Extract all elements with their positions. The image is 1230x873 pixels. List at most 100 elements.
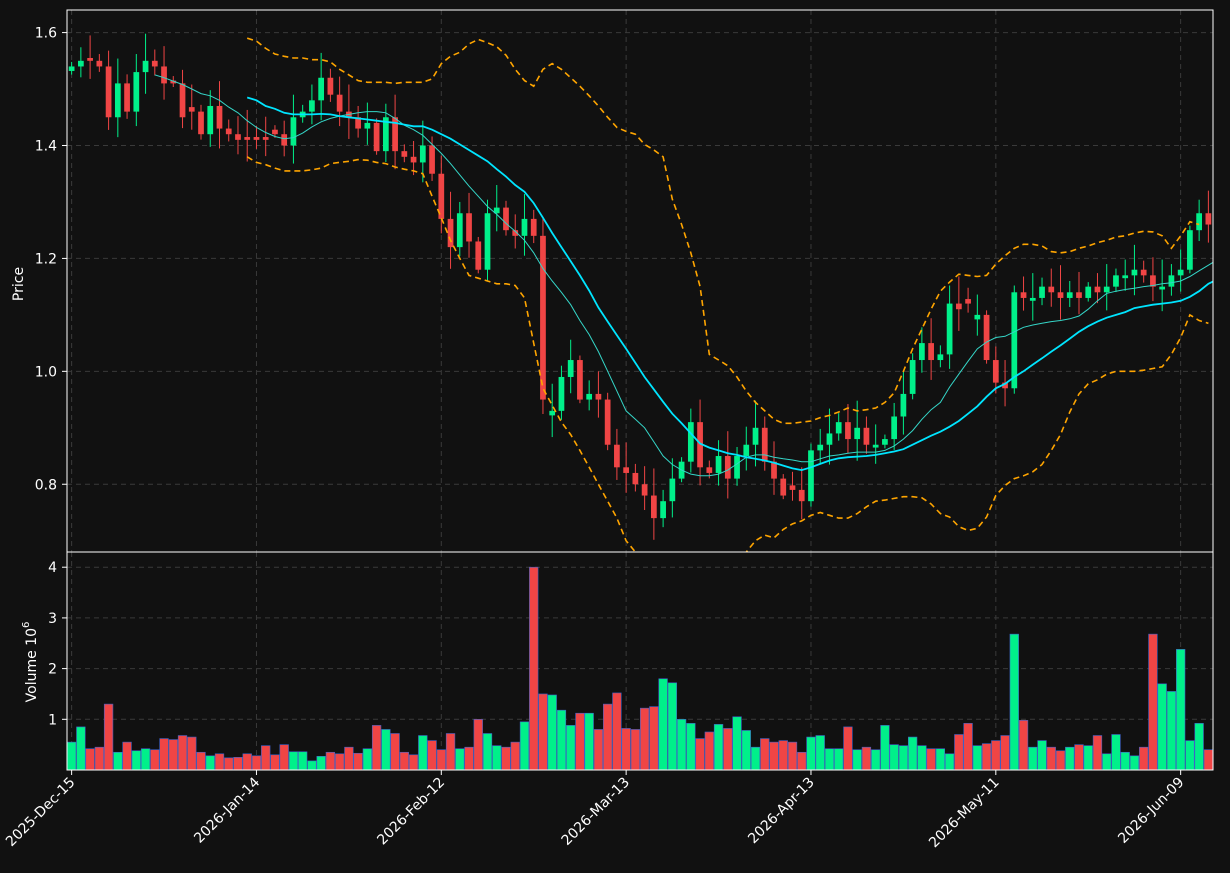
volume-bar xyxy=(325,751,336,770)
volume-bar xyxy=(1028,746,1038,770)
candle-body xyxy=(641,484,648,496)
volume-bar xyxy=(981,743,992,770)
volume-bar xyxy=(381,729,391,770)
candle-body xyxy=(798,489,805,502)
volume-bar xyxy=(519,721,530,770)
volume-bar xyxy=(529,566,539,770)
candle-body xyxy=(364,122,371,129)
candle-body xyxy=(151,60,158,67)
candle-body xyxy=(309,100,315,112)
candle-body xyxy=(835,422,842,434)
volume-bar xyxy=(501,746,511,770)
volume-bar xyxy=(639,707,650,770)
volume-bar xyxy=(1037,740,1047,770)
volume-bar xyxy=(547,694,557,770)
candle-body xyxy=(410,156,417,163)
volume-bar xyxy=(1157,683,1167,770)
candle-body xyxy=(595,393,602,400)
candle-body xyxy=(872,444,879,448)
candle-body xyxy=(77,60,84,67)
candle-body xyxy=(373,122,380,152)
candle-body xyxy=(336,94,343,112)
volume-bar xyxy=(556,709,567,770)
candle-body xyxy=(87,57,93,61)
candle-body xyxy=(1122,275,1129,279)
volume-bar xyxy=(926,748,936,770)
volume-bar xyxy=(944,753,955,770)
candle-body xyxy=(1002,382,1008,389)
candle-body xyxy=(96,60,103,67)
candle-body xyxy=(1168,275,1175,287)
candle-body xyxy=(761,427,768,462)
candle-body xyxy=(826,433,833,445)
candle-body xyxy=(863,427,870,445)
candle-body xyxy=(669,478,676,502)
volume-bar xyxy=(991,740,1001,770)
price-tick-label: 0.8 xyxy=(35,477,57,493)
candle-body xyxy=(632,472,639,485)
candle-body xyxy=(567,360,574,377)
candle-body xyxy=(216,105,223,129)
volume-bar xyxy=(214,753,225,770)
volume-bar xyxy=(205,755,215,770)
volume-bar xyxy=(1055,750,1066,770)
volume-bar xyxy=(288,751,299,770)
candle-body xyxy=(318,77,325,101)
volume-bar xyxy=(344,746,354,770)
volume-bar xyxy=(861,746,872,770)
candle-body xyxy=(650,495,657,519)
volume-bar xyxy=(334,753,345,770)
candle-body xyxy=(789,485,796,490)
volume-bar xyxy=(538,693,548,770)
candle-body xyxy=(1150,275,1156,287)
volume-bar xyxy=(427,740,437,770)
volume-bar xyxy=(898,745,909,770)
candle-body xyxy=(253,137,260,140)
volume-bar xyxy=(769,741,779,770)
volume-bar xyxy=(279,744,289,770)
volume-bar xyxy=(917,745,927,770)
volume-bar xyxy=(1166,691,1177,770)
price-axis-label: Price xyxy=(11,267,27,301)
volume-bar xyxy=(1203,749,1213,770)
candle-body xyxy=(1066,292,1073,298)
candle-body xyxy=(244,137,251,140)
volume-bar xyxy=(760,738,770,770)
candle-body xyxy=(854,427,861,440)
candle-body xyxy=(623,467,630,473)
candle-body xyxy=(724,456,731,479)
candle-body xyxy=(392,117,398,152)
candle-body xyxy=(992,360,999,383)
candle-body xyxy=(290,117,297,146)
indicator-lines xyxy=(154,37,1213,552)
volume-unit-exponent: 6 xyxy=(21,622,32,628)
volume-bar xyxy=(122,741,132,770)
volume-bar xyxy=(242,753,252,770)
volume-bar xyxy=(307,760,317,770)
candle-body xyxy=(1196,213,1203,231)
candle-body xyxy=(235,134,241,140)
candle-body xyxy=(1103,286,1110,293)
candle-body xyxy=(1076,292,1082,298)
candle-body xyxy=(124,83,130,112)
price-tick-label: 1.2 xyxy=(35,251,57,267)
volume-bar xyxy=(603,703,613,770)
candle-body xyxy=(771,461,777,479)
volume-panel-frame xyxy=(66,551,1214,771)
candle-body xyxy=(1020,292,1027,298)
volume-bar xyxy=(834,748,844,770)
candle-body xyxy=(706,467,713,473)
volume-bar xyxy=(1083,745,1093,770)
volume-bar xyxy=(566,725,576,770)
candle-body xyxy=(1057,292,1064,298)
volume-bar xyxy=(797,751,807,770)
volume-bar xyxy=(889,744,899,770)
moving-average-fast-line xyxy=(154,74,1213,477)
candle-body xyxy=(179,83,186,118)
price-tick-label: 1.6 xyxy=(35,26,57,42)
volume-bar xyxy=(732,716,742,770)
volume-bar xyxy=(187,736,197,770)
volume-bar xyxy=(399,751,409,770)
volume-bar xyxy=(630,729,641,770)
candle-body xyxy=(133,72,140,112)
